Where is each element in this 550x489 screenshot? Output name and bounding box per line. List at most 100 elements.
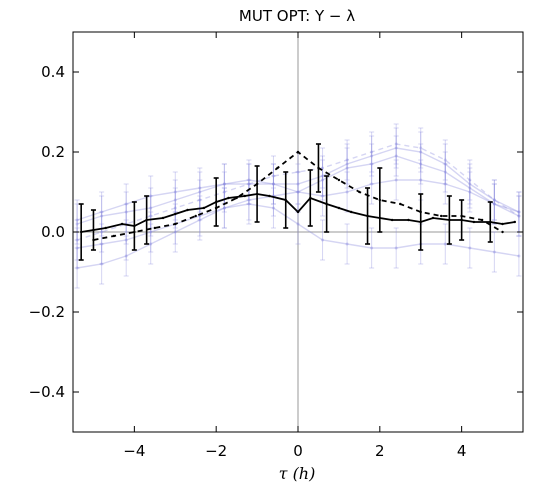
data-point bbox=[309, 196, 312, 200]
data-point bbox=[296, 210, 300, 214]
data-point bbox=[321, 238, 325, 242]
data-point bbox=[407, 218, 410, 222]
data-point bbox=[75, 266, 79, 270]
data-point bbox=[255, 192, 259, 196]
y-tick-label: 0.4 bbox=[41, 63, 65, 81]
data-point bbox=[198, 190, 202, 194]
data-point bbox=[124, 202, 128, 206]
data-point bbox=[153, 226, 157, 230]
data-point bbox=[431, 216, 435, 220]
chart-title: MUT OPT: Y − λ bbox=[239, 7, 355, 25]
data-point bbox=[468, 246, 472, 250]
data-point bbox=[271, 182, 275, 186]
data-point bbox=[390, 218, 394, 222]
data-point bbox=[345, 158, 349, 162]
data-point bbox=[501, 222, 504, 226]
data-point bbox=[271, 206, 275, 210]
data-point bbox=[247, 178, 251, 182]
data-point bbox=[370, 246, 374, 250]
data-point bbox=[247, 198, 251, 202]
data-point bbox=[222, 190, 226, 194]
data-point bbox=[321, 178, 325, 182]
data-point bbox=[75, 222, 79, 226]
data-point bbox=[517, 210, 521, 214]
data-point bbox=[366, 214, 369, 218]
series-line bbox=[76, 179, 520, 225]
series-line bbox=[76, 203, 520, 257]
data-point bbox=[149, 214, 153, 218]
data-point bbox=[173, 190, 177, 194]
data-point bbox=[173, 206, 177, 210]
data-point bbox=[394, 142, 398, 146]
data-point bbox=[145, 218, 148, 222]
data-point bbox=[394, 178, 398, 182]
data-point bbox=[227, 196, 230, 200]
data-point bbox=[480, 218, 484, 222]
x-tick-label: 4 bbox=[457, 442, 467, 460]
data-point bbox=[173, 230, 177, 234]
data-point bbox=[75, 218, 79, 222]
data-point bbox=[268, 194, 271, 198]
data-point bbox=[124, 238, 128, 242]
x-axis-label: τ (h) bbox=[279, 464, 316, 483]
data-point bbox=[124, 254, 128, 258]
data-point bbox=[321, 174, 325, 178]
data-point bbox=[198, 198, 202, 202]
data-point bbox=[448, 218, 451, 222]
x-tick-label: 2 bbox=[375, 442, 385, 460]
data-point bbox=[492, 198, 496, 202]
data-point bbox=[399, 202, 402, 206]
data-point bbox=[419, 162, 423, 166]
data-point bbox=[271, 182, 275, 186]
data-point bbox=[149, 230, 153, 234]
data-point bbox=[149, 194, 153, 198]
data-point bbox=[517, 254, 521, 258]
data-point bbox=[492, 198, 496, 202]
x-axis: −4 −2 0 2 4 bbox=[123, 32, 466, 460]
data-point bbox=[75, 246, 79, 250]
x-tick-label: −4 bbox=[123, 442, 145, 460]
data-point bbox=[149, 206, 153, 210]
data-point bbox=[133, 224, 136, 228]
y-tick-label: 0.0 bbox=[41, 223, 65, 241]
series-0 bbox=[78, 165, 517, 261]
series-line bbox=[76, 147, 520, 221]
data-point bbox=[112, 234, 116, 238]
data-point bbox=[214, 200, 218, 204]
data-point bbox=[100, 262, 104, 266]
data-point bbox=[419, 146, 423, 150]
data-point bbox=[370, 150, 374, 154]
data-point bbox=[325, 202, 328, 206]
data-point bbox=[92, 228, 95, 232]
data-point bbox=[370, 154, 374, 158]
series-layer bbox=[74, 123, 522, 289]
data-point bbox=[149, 242, 153, 246]
data-point bbox=[296, 170, 300, 174]
data-point bbox=[501, 230, 504, 234]
data-point bbox=[492, 250, 496, 254]
data-point bbox=[222, 182, 226, 186]
data-point bbox=[337, 206, 341, 210]
data-point bbox=[370, 182, 374, 186]
data-point bbox=[255, 182, 259, 186]
data-point bbox=[222, 182, 226, 186]
data-point bbox=[468, 190, 472, 194]
data-point bbox=[419, 210, 422, 214]
data-point bbox=[173, 198, 177, 202]
data-point bbox=[247, 182, 251, 186]
data-point bbox=[321, 194, 325, 198]
data-point bbox=[517, 214, 521, 218]
data-point bbox=[443, 170, 447, 174]
data-point bbox=[337, 178, 341, 182]
y-tick-label: −0.2 bbox=[29, 303, 65, 321]
data-point bbox=[468, 178, 472, 182]
data-point bbox=[345, 166, 349, 170]
data-point bbox=[161, 216, 165, 220]
data-point bbox=[174, 212, 177, 216]
data-point bbox=[198, 186, 202, 190]
data-point bbox=[517, 214, 521, 218]
data-point bbox=[460, 214, 463, 218]
data-point bbox=[468, 186, 472, 190]
data-point bbox=[222, 206, 226, 210]
data-point bbox=[345, 162, 349, 166]
